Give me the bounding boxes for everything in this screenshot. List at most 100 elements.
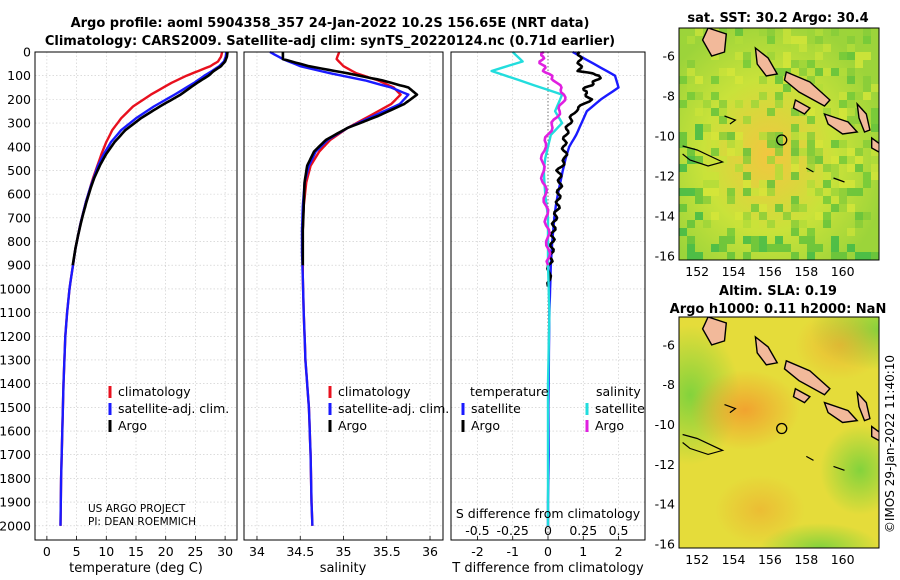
lat-tick-label: -10	[655, 417, 675, 432]
temperature-tick-labels: 0 5 10 15 20 25 30	[43, 544, 233, 559]
lon-tick-label: 154	[722, 552, 746, 567]
x-tick-label: 1	[579, 544, 587, 559]
sst-map: sat. SST: 30.2 Argo: 30.4 -6-8-10-12-14-…	[655, 11, 880, 279]
lat-tick-label: -14	[655, 497, 675, 512]
depth-tick-label: 900	[7, 258, 31, 273]
legend-label-climatology: climatology	[338, 384, 411, 399]
lon-tick-label: 158	[794, 264, 818, 279]
reef-outline	[806, 167, 814, 173]
lat-tick-label: -14	[655, 209, 675, 224]
depth-tick-label: 700	[7, 210, 31, 225]
depth-tick-label: 1300	[0, 352, 31, 367]
x-tick-label: 34	[249, 544, 265, 559]
legend-label-climatology: climatology	[118, 384, 191, 399]
lat-tick-label: -8	[663, 89, 676, 104]
sla-map-title-line2: Argo h1000: 0.11 h2000: NaN	[670, 302, 887, 317]
salinity-lines	[269, 50, 419, 526]
depth-tick-label: 500	[7, 163, 31, 178]
lat-tick-label: -16	[655, 537, 675, 552]
x-tick-label: 15	[128, 544, 144, 559]
series-satellite-adj-clim-	[269, 50, 410, 526]
lon-tick-label: 160	[831, 264, 855, 279]
legend-label-s-satellite: satellite	[595, 401, 645, 416]
lat-tick-label: -12	[655, 169, 675, 184]
lon-tick-label: 160	[831, 552, 855, 567]
depth-tick-label: 1900	[0, 495, 31, 510]
x-tick-label: 35.5	[373, 544, 401, 559]
temperature-axes-frame	[34, 51, 238, 541]
island	[856, 390, 871, 422]
x-tick-label: 36	[422, 544, 438, 559]
depth-tick-label: 1600	[0, 424, 31, 439]
sla-map: Altim. SLA: 0.19 Argo h1000: 0.11 h2000:…	[655, 284, 887, 567]
difference-legend: temperature salinity satellite Argo sate…	[461, 384, 645, 433]
figure-title-line2: Climatology: CARS2009. Satellite-adj cli…	[45, 34, 615, 49]
reef-outline	[682, 145, 725, 167]
x-tick-label: 30	[217, 544, 233, 559]
island	[754, 335, 779, 366]
reef-outline	[833, 177, 845, 183]
legend-label-t-satellite: satellite	[471, 401, 521, 416]
reef-outline	[724, 115, 737, 125]
x-tick-label: -1	[506, 544, 518, 559]
legend-label-t-argo: Argo	[471, 418, 500, 433]
x-tick-label: 25	[187, 544, 203, 559]
island	[792, 98, 812, 115]
legend-label-argo: Argo	[338, 418, 367, 433]
reef-outline	[682, 433, 725, 456]
depth-tick-label: 100	[7, 68, 31, 83]
x-tick-label: 0	[544, 544, 552, 559]
depth-tick-label: 1400	[0, 376, 31, 391]
depth-tick-label: 1800	[0, 471, 31, 486]
sst-lon-tick-labels: 152 154 156 158 160	[685, 264, 854, 279]
lon-tick-label: 152	[685, 264, 709, 279]
s-tick-label: 0.5	[609, 523, 629, 538]
s-difference-label: S difference from climatology	[456, 506, 641, 521]
sst-map-title: sat. SST: 30.2 Argo: 30.4	[687, 11, 868, 26]
depth-tick-label: 1700	[0, 447, 31, 462]
depth-tick-label: 0	[23, 45, 31, 60]
island	[856, 101, 871, 133]
x-tick-label: 0	[43, 544, 51, 559]
x-tick-label: 20	[158, 544, 174, 559]
temperature-lines	[59, 51, 229, 526]
x-tick-label: 5	[73, 544, 81, 559]
difference-grid	[451, 51, 645, 540]
lon-tick-label: 154	[722, 264, 746, 279]
island	[754, 46, 779, 77]
s-tick-label: -0.5	[465, 523, 489, 538]
island	[792, 387, 812, 404]
depth-tick-label: 1500	[0, 400, 31, 415]
legend-title-salinity: salinity	[596, 384, 641, 399]
legend-label-s-argo: Argo	[595, 418, 624, 433]
x-tick-label: 34.5	[286, 544, 314, 559]
profile-location-marker-sla	[776, 422, 788, 435]
reef-outline	[833, 465, 845, 471]
profile-location-marker-sst	[776, 134, 788, 146]
difference-lines	[490, 50, 620, 526]
s-tick-label: 0.25	[569, 523, 597, 538]
s-tick-label: 0	[544, 523, 552, 538]
s-difference-tick-labels: -0.5 -0.25 0 0.25 0.5	[465, 523, 628, 538]
salinity-legend: climatology satellite-adj. clim. Argo	[328, 384, 449, 433]
coastline-sla	[682, 317, 879, 471]
depth-tick-label: 200	[7, 92, 31, 107]
sla-lat-tick-labels: -6 -8 -10 -12 -14 -16	[655, 337, 675, 551]
series-salinity-satellite	[490, 51, 564, 526]
sla-map-frame	[678, 316, 880, 549]
island	[701, 317, 728, 346]
t-difference-tick-labels: -2 -1 0 1 2	[471, 544, 622, 559]
legend-label-argo: Argo	[118, 418, 147, 433]
difference-panel: -2 -1 0 1 2 -0.5 -0.25 0 0.25 0.5 S difference f…	[450, 50, 646, 576]
series-argo	[71, 51, 229, 266]
credit-line2: PI: DEAN ROEMMICH	[88, 516, 196, 528]
t-difference-xlabel: T difference from climatology	[451, 561, 644, 576]
imos-timestamp: ©IMOS 29-Jan-2022 11:40:10	[883, 355, 897, 533]
salinity-tick-labels: 34 34.5 35 35.5 36	[249, 544, 438, 559]
lon-tick-label: 152	[685, 552, 709, 567]
sst-map-frame	[678, 27, 880, 261]
series-temperature-argo	[546, 50, 602, 287]
depth-tick-label: 1200	[0, 329, 31, 344]
depth-tick-label: 300	[7, 116, 31, 131]
s-tick-label: -0.25	[497, 523, 529, 538]
